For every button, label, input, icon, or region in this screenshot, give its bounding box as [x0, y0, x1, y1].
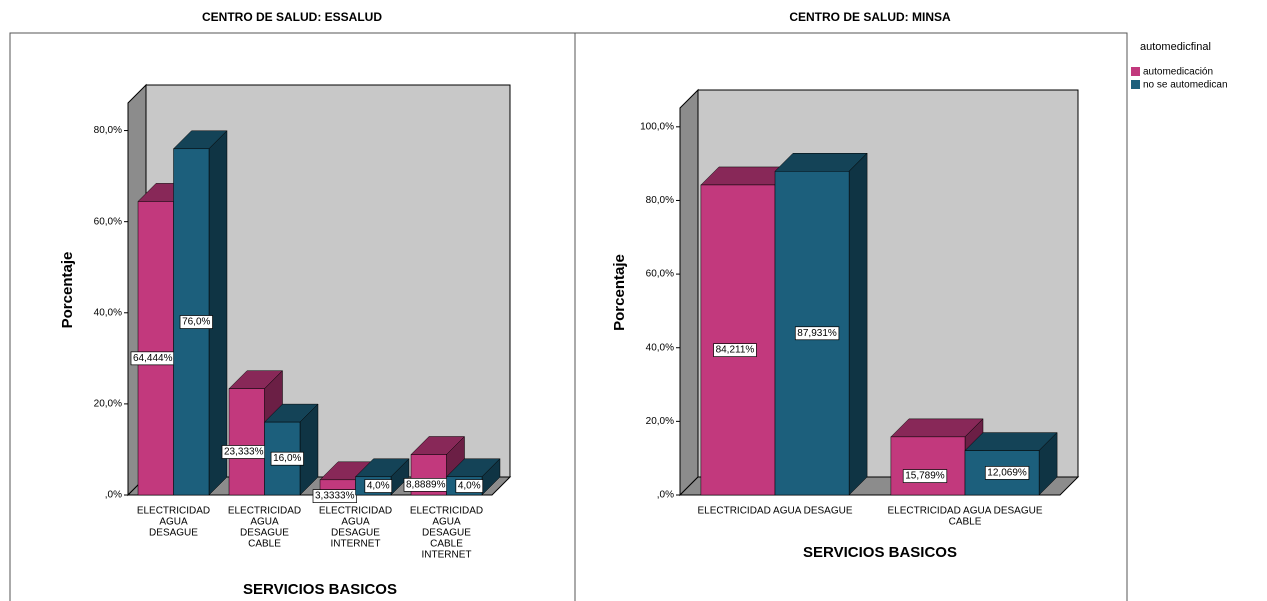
bar — [890, 436, 966, 496]
value-label-box — [794, 326, 840, 341]
bar — [137, 201, 174, 496]
y-tick-label: 20,0% — [646, 416, 674, 427]
y-tick-label: 80,0% — [94, 125, 122, 136]
x-tick-label: CABLE — [430, 539, 463, 550]
value-label: 23,333% — [224, 446, 264, 457]
x-axis-label: SERVICIOS BASICOS — [803, 544, 957, 561]
value-label: 64,444% — [133, 353, 173, 364]
y-tick-label: ,0% — [657, 490, 674, 501]
y-tick-label: 60,0% — [646, 269, 674, 280]
legend-swatch — [1131, 67, 1140, 76]
x-tick-label: AGUA — [159, 517, 188, 528]
value-label-box — [984, 466, 1030, 480]
x-tick-label: DESAGUE — [240, 528, 289, 539]
side-wall — [679, 88, 699, 497]
y-tick-label: 60,0% — [94, 216, 122, 227]
value-label: 15,789% — [905, 471, 945, 482]
value-label: 4,0% — [458, 481, 481, 492]
x-tick-label: AGUA — [250, 517, 279, 528]
value-label: 16,0% — [273, 453, 301, 464]
y-tick-label: 40,0% — [646, 342, 674, 353]
value-label: 8,8889% — [406, 479, 446, 490]
value-label: 12,069% — [987, 467, 1027, 478]
y-tick-label: ,0% — [105, 490, 122, 501]
x-tick-label: AGUA — [341, 517, 370, 528]
bar-side — [208, 130, 228, 496]
y-tick-label: 80,0% — [646, 195, 674, 206]
value-label-box — [270, 451, 304, 466]
legend-label: no se automedican — [1143, 80, 1228, 91]
x-tick-label: CABLE — [949, 517, 982, 528]
x-tick-label: ELECTRICIDAD AGUA DESAGUE — [697, 506, 852, 517]
chart-title: CENTRO DE SALUD: ESSALUD — [202, 10, 382, 24]
y-tick-label: 40,0% — [94, 307, 122, 318]
bar — [700, 184, 776, 496]
bar-side — [848, 152, 868, 496]
y-tick-label: 20,0% — [94, 399, 122, 410]
x-tick-label: ELECTRICIDAD — [228, 506, 301, 517]
x-tick-label: INTERNET — [422, 550, 472, 561]
x-tick-label: CABLE — [248, 539, 281, 550]
value-label-box — [902, 469, 948, 483]
value-label: 4,0% — [367, 481, 390, 492]
legend-swatch — [1131, 80, 1140, 89]
x-tick-label: DESAGUE — [331, 528, 380, 539]
value-label: 84,211% — [716, 345, 755, 356]
value-label: 87,931% — [797, 328, 837, 339]
value-label-box — [364, 479, 393, 493]
value-label: 3,3333% — [315, 491, 355, 502]
value-label-box — [179, 315, 213, 329]
y-axis-label: Porcentaje — [611, 254, 628, 331]
x-tick-label: DESAGUE — [149, 528, 198, 539]
bar — [228, 388, 265, 496]
legend-title: automedicfinal — [1140, 41, 1211, 53]
x-axis-label: SERVICIOS BASICOS — [243, 581, 397, 598]
x-tick-label: AGUA — [432, 517, 461, 528]
y-axis-label: Porcentaje — [59, 252, 76, 329]
x-tick-label: ELECTRICIDAD — [410, 506, 483, 517]
value-label-box — [455, 479, 484, 493]
x-tick-label: ELECTRICIDAD — [319, 506, 392, 517]
legend-label: automedicación — [1143, 67, 1213, 78]
value-label-box — [312, 489, 357, 503]
chart-title: CENTRO DE SALUD: MINSA — [789, 10, 951, 24]
x-tick-label: DESAGUE — [422, 528, 471, 539]
value-label: 76,0% — [182, 317, 210, 328]
y-tick-label: 100,0% — [640, 121, 674, 132]
x-tick-label: INTERNET — [331, 539, 381, 550]
value-label-box — [713, 343, 757, 357]
x-tick-label: ELECTRICIDAD — [137, 506, 210, 517]
x-tick-label: ELECTRICIDAD AGUA DESAGUE — [887, 506, 1042, 517]
